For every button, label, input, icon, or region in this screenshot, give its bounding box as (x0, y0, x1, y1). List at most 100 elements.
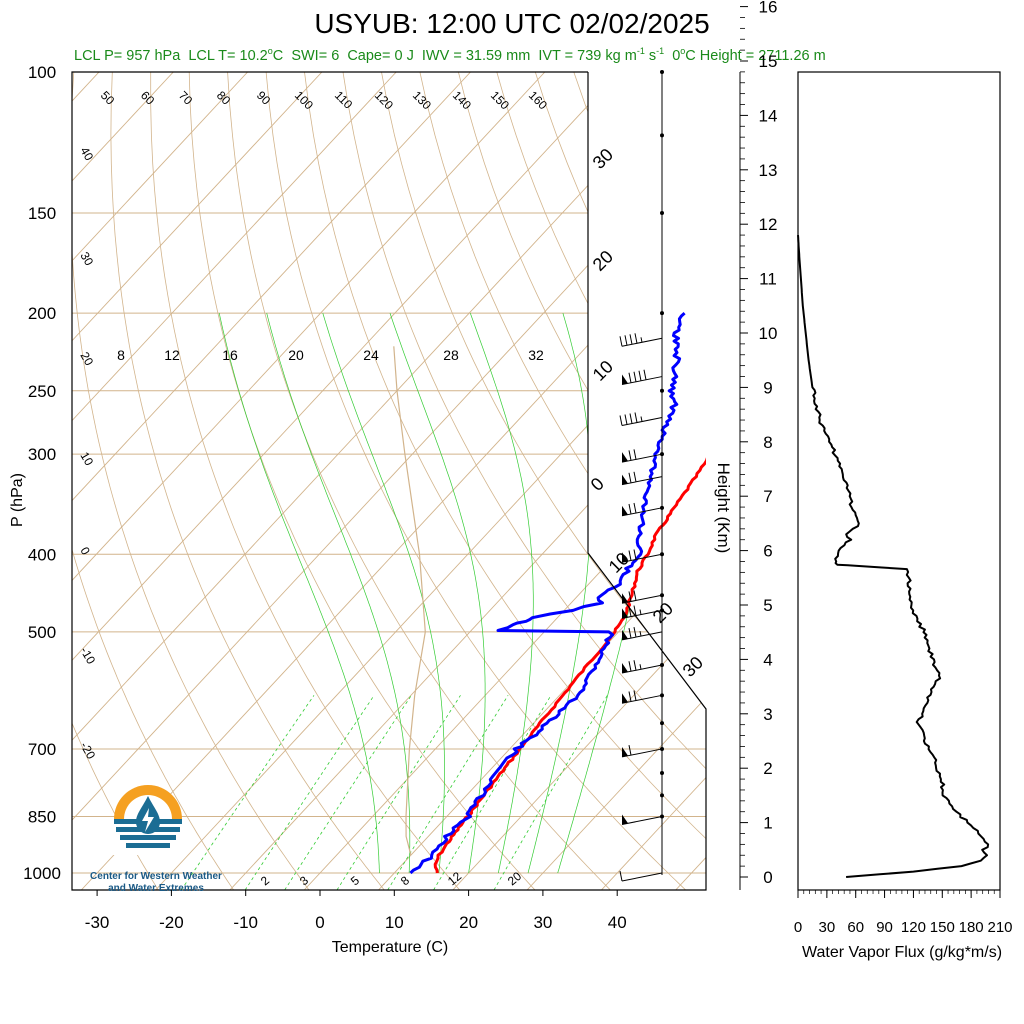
height-tick-label: 4 (763, 650, 772, 669)
dry-adiabat-label: 130 (410, 88, 434, 112)
mixing-ratio-line (336, 695, 461, 890)
wind-barb-half-tick (640, 337, 643, 343)
dry-adiabat-label: 70 (176, 88, 196, 108)
dry-adiabat-line (650, 72, 706, 890)
right-isotherm-label: 20 (589, 247, 617, 275)
sounding-profiles (393, 311, 706, 875)
height-tick-label: 7 (763, 487, 772, 506)
height-tick-label: 0 (763, 868, 772, 887)
isotherm-line (229, 72, 706, 890)
dry-adiabat-line (342, 72, 706, 890)
wind-barb-tick (633, 660, 637, 671)
mixing-ratio-line (387, 695, 509, 890)
right-isotherm-label: 0 (587, 474, 608, 495)
wind-barb-tick (628, 372, 632, 383)
isotherm-line (72, 72, 397, 890)
chart-title: USYUB: 12:00 UTC 02/02/2025 (314, 8, 710, 39)
moist-adiabat-label: 8 (117, 347, 125, 363)
moist-adiabat-line (557, 313, 662, 874)
wind-barb-flag (622, 593, 628, 604)
wind-barb (621, 609, 663, 619)
dry-adiabat-line (381, 72, 706, 890)
dry-adiabat-line (304, 72, 706, 890)
wind-barb-tick (619, 336, 623, 347)
flux-tick-label: 180 (959, 919, 984, 936)
temperature-tick-label: -10 (233, 913, 258, 932)
mixing-ratio-label: 2 (258, 873, 272, 888)
height-tick-label: 14 (759, 106, 778, 125)
right-isotherm-label: 10 (589, 357, 617, 385)
wind-level-dot (660, 388, 664, 393)
wind-barb-column (619, 70, 664, 882)
isotherm-label: 40 (77, 145, 96, 164)
wind-barb-tick (628, 691, 632, 702)
wind-level-dot (660, 133, 664, 138)
wind-barb-tick (633, 502, 637, 514)
wind-barb-half-tick (639, 630, 642, 637)
pressure-tick-label: 150 (28, 204, 56, 223)
pressure-tick-label: 1000 (23, 864, 61, 883)
moist-adiabat-label: 12 (164, 347, 180, 363)
pressure-tick-label: 300 (28, 445, 56, 464)
isotherm-line (303, 72, 706, 890)
height-tick-label: 8 (763, 433, 772, 452)
height-tick-label: 6 (763, 542, 772, 561)
pressure-tick-label: 500 (28, 623, 56, 642)
dry-adiabat-line (458, 72, 706, 890)
freezing-level-degree: o (680, 46, 686, 56)
wind-barb (621, 872, 663, 882)
ivt-exponent-1: -1 (636, 46, 645, 56)
wind-barb-tick (619, 870, 623, 882)
isotherm-line (750, 72, 1024, 890)
wind-barb-tick (624, 335, 628, 346)
moist-adiabat-line (389, 312, 486, 874)
pressure-tick-label: 850 (28, 807, 56, 826)
height-axis-label: Height (Km) (714, 463, 733, 554)
ivt-exponent-2: -1 (656, 46, 665, 56)
dry-adiabat-line (534, 72, 706, 890)
wind-barb-tick (634, 412, 638, 423)
flux-tick-label: 60 (847, 919, 864, 936)
flux-axis-label: Water Vapor Flux (g/kg*m/s) (802, 944, 1002, 961)
flux-tick-label: 90 (876, 919, 893, 936)
ivt-seconds: s (644, 47, 657, 64)
wind-barb (621, 631, 663, 641)
dry-adiabat-line (265, 72, 686, 890)
temperature-tick-label: 30 (533, 913, 552, 932)
wind-barb-tick (628, 450, 632, 461)
wind-barb (621, 815, 663, 825)
dry-adiabat-label: 150 (488, 88, 512, 112)
mixing-ratio-label: 12 (445, 869, 464, 889)
temperature-tick-label: 20 (459, 913, 478, 932)
sounding-stats: LCL P= 957 hPa LCL T= 10.2oC SWI= 6 Cape… (74, 46, 826, 64)
height-tick-label: 11 (759, 270, 777, 289)
moist-adiabat-line (218, 313, 380, 873)
dry-adiabat-line (227, 72, 611, 890)
height-tick-label: 2 (763, 759, 772, 778)
right-isotherm-label: 30 (589, 145, 617, 173)
wind-barb-flag (622, 374, 628, 385)
wind-barb-tick (633, 449, 637, 460)
iwv-value: IWV = 31.59 mm (421, 47, 531, 64)
moist-adiabat-line (322, 312, 445, 874)
dry-adiabat-line (72, 72, 310, 890)
wind-barb-tick (633, 549, 637, 560)
moist-adiabat-line (266, 313, 411, 874)
wind-barb-tick (628, 606, 632, 617)
pressure-tick-label: 100 (28, 63, 56, 82)
temperature-tick-label: -20 (159, 913, 184, 932)
wind-barb-tick (633, 605, 637, 616)
temperature-axis-label: Temperature (C) (332, 939, 448, 956)
isotherm-line (72, 72, 694, 890)
mixing-ratio-line (493, 695, 608, 890)
cw3e-emblem-icon (112, 785, 184, 855)
logo-line-1: Center for Western Weather (90, 871, 222, 882)
isotherm-label: 20 (77, 350, 96, 369)
height-tick-label: 13 (759, 161, 778, 180)
wind-barb-tick (629, 334, 633, 345)
wind-barb-tick (634, 333, 638, 344)
isotherm-label: 10 (77, 450, 96, 469)
isotherm-label: 30 (77, 250, 96, 269)
